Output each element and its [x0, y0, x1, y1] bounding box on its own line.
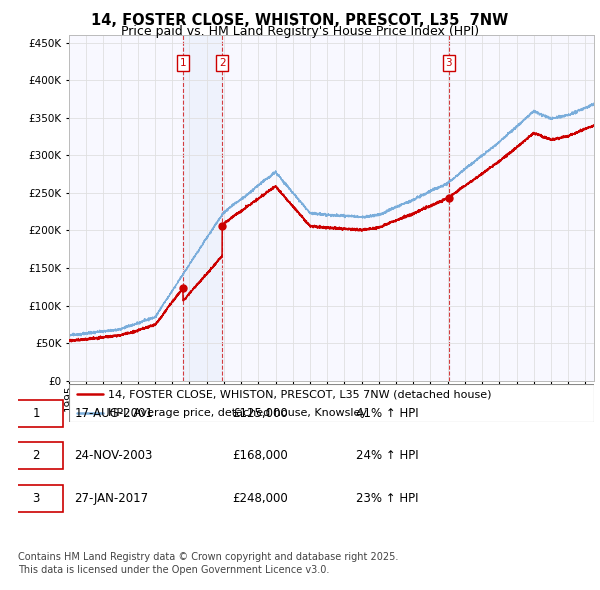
Text: 1: 1	[32, 407, 40, 420]
Text: 17-AUG-2001: 17-AUG-2001	[74, 407, 153, 420]
Text: 41% ↑ HPI: 41% ↑ HPI	[356, 407, 419, 420]
FancyBboxPatch shape	[10, 484, 63, 512]
Text: 24% ↑ HPI: 24% ↑ HPI	[356, 449, 419, 463]
Text: 1: 1	[179, 58, 186, 68]
Text: £248,000: £248,000	[232, 491, 288, 505]
FancyBboxPatch shape	[10, 399, 63, 427]
Text: 27-JAN-2017: 27-JAN-2017	[74, 491, 149, 505]
Text: Contains HM Land Registry data © Crown copyright and database right 2025.
This d: Contains HM Land Registry data © Crown c…	[18, 552, 398, 575]
Text: 14, FOSTER CLOSE, WHISTON, PRESCOT, L35  7NW: 14, FOSTER CLOSE, WHISTON, PRESCOT, L35 …	[91, 13, 509, 28]
Text: 2: 2	[219, 58, 226, 68]
FancyBboxPatch shape	[10, 442, 63, 470]
Text: HPI: Average price, detached house, Knowsley: HPI: Average price, detached house, Know…	[109, 408, 367, 418]
Text: Price paid vs. HM Land Registry's House Price Index (HPI): Price paid vs. HM Land Registry's House …	[121, 25, 479, 38]
Text: 23% ↑ HPI: 23% ↑ HPI	[356, 491, 419, 505]
Text: 24-NOV-2003: 24-NOV-2003	[74, 449, 153, 463]
Text: £168,000: £168,000	[232, 449, 288, 463]
Text: 3: 3	[32, 491, 40, 505]
Text: £125,000: £125,000	[232, 407, 288, 420]
Text: 3: 3	[446, 58, 452, 68]
Bar	[183, 35, 222, 381]
Text: 2: 2	[32, 449, 40, 463]
Text: 14, FOSTER CLOSE, WHISTON, PRESCOT, L35 7NW (detached house): 14, FOSTER CLOSE, WHISTON, PRESCOT, L35 …	[109, 389, 492, 399]
